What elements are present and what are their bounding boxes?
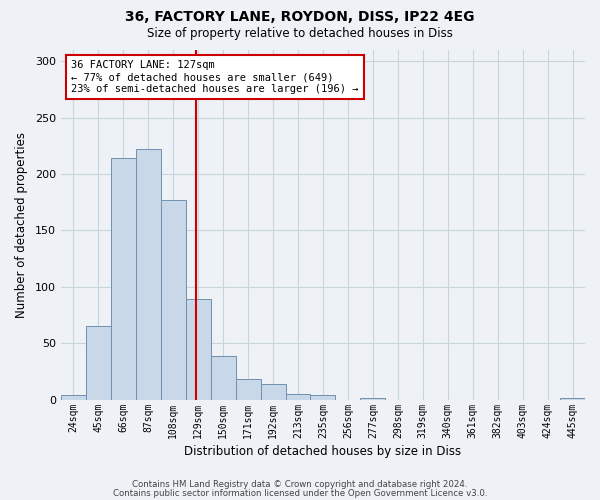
Bar [286,394,310,400]
Bar [361,398,385,400]
Bar [560,398,585,400]
Bar [61,395,86,400]
Bar [161,200,186,400]
Bar [136,149,161,400]
Bar [111,158,136,400]
Bar [236,379,260,400]
Text: Contains public sector information licensed under the Open Government Licence v3: Contains public sector information licen… [113,488,487,498]
Bar [260,384,286,400]
Text: 36 FACTORY LANE: 127sqm
← 77% of detached houses are smaller (649)
23% of semi-d: 36 FACTORY LANE: 127sqm ← 77% of detache… [71,60,359,94]
Bar [310,395,335,400]
Text: Contains HM Land Registry data © Crown copyright and database right 2024.: Contains HM Land Registry data © Crown c… [132,480,468,489]
Text: Size of property relative to detached houses in Diss: Size of property relative to detached ho… [147,28,453,40]
X-axis label: Distribution of detached houses by size in Diss: Distribution of detached houses by size … [184,444,461,458]
Text: 36, FACTORY LANE, ROYDON, DISS, IP22 4EG: 36, FACTORY LANE, ROYDON, DISS, IP22 4EG [125,10,475,24]
Bar [86,326,111,400]
Y-axis label: Number of detached properties: Number of detached properties [15,132,28,318]
Bar [211,356,236,400]
Bar [186,299,211,400]
